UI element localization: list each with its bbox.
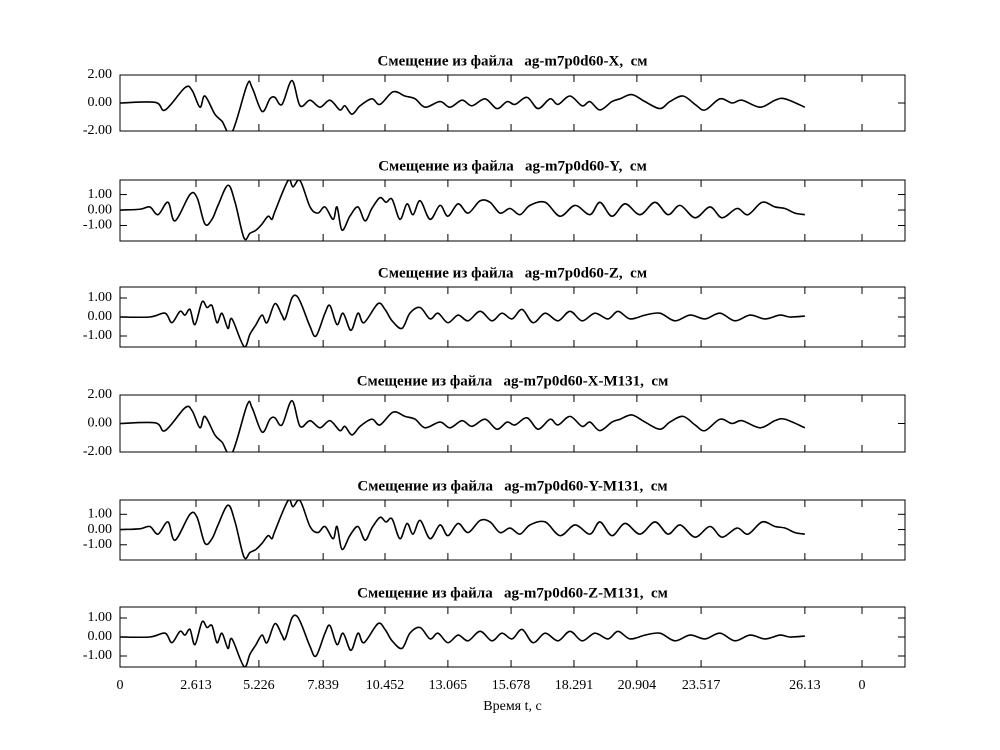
y-tick-label: 0.00: [88, 629, 113, 644]
data-line: [120, 294, 805, 347]
x-tick-label: 26.13: [789, 678, 821, 693]
x-tick-label: 23.517: [682, 678, 721, 693]
y-tick-label: 1.00: [88, 187, 113, 202]
y-tick-label: 2.00: [88, 387, 113, 402]
axes-frame: [119, 499, 906, 561]
y-tick-label: 0.00: [88, 309, 113, 324]
subplot-title: Смещение из файла ag-m7p0d60-Y-M131, см: [357, 478, 667, 494]
y-tick-label: -1.00: [83, 648, 112, 663]
x-tick-label: 0: [117, 678, 124, 693]
x-axis-label: Время t, с: [483, 699, 541, 714]
axes-frame: [119, 74, 906, 132]
subplot-title: Смещение из файла ag-m7p0d60-X-M131, см: [357, 373, 669, 389]
y-tick-label: 1.00: [88, 290, 113, 305]
x-tick-label: 5.226: [243, 678, 275, 693]
data-line: [120, 180, 806, 241]
x-tick-label: 2.613: [180, 678, 212, 693]
y-tick-label: 0.00: [88, 522, 113, 537]
axes-frame: [119, 606, 906, 668]
y-tick-label: -2.00: [83, 444, 112, 459]
y-tick-label: -1.00: [83, 328, 112, 343]
x-tick-label: 20.904: [618, 678, 657, 693]
y-tick-label: 0.00: [88, 202, 113, 217]
subplot-title: Смещение из файла ag-m7p0d60-Z-M131, см: [357, 585, 668, 601]
x-tick-label: 18.291: [555, 678, 594, 693]
x-tick-label: 10.452: [366, 678, 405, 693]
axes-frame: [119, 394, 906, 453]
data-line: [120, 79, 806, 131]
x-tick-label: 7.839: [307, 678, 339, 693]
y-tick-label: -1.00: [83, 537, 112, 552]
data-line: [120, 500, 805, 560]
y-tick-label: 2.00: [88, 67, 113, 82]
y-tick-label: -2.00: [83, 123, 112, 138]
subplot-title: Смещение из файла ag-m7p0d60-X, см: [378, 53, 648, 69]
y-tick-label: 1.00: [88, 610, 113, 625]
x-tick-label: 0: [859, 678, 866, 693]
axes-frame: [119, 286, 906, 348]
data-line: [120, 399, 806, 452]
subplot-title: Смещение из файла ag-m7p0d60-Z, см: [378, 265, 647, 281]
y-tick-label: -1.00: [83, 218, 112, 233]
y-tick-label: 0.00: [88, 416, 113, 431]
y-tick-label: 1.00: [88, 507, 113, 522]
axes-frame: [119, 179, 906, 242]
x-tick-label: 13.065: [429, 678, 468, 693]
subplot-title: Смещение из файла ag-m7p0d60-Y, см: [378, 158, 647, 174]
data-line: [120, 614, 805, 667]
y-tick-label: 0.00: [88, 95, 113, 110]
x-tick-label: 15.678: [492, 678, 531, 693]
